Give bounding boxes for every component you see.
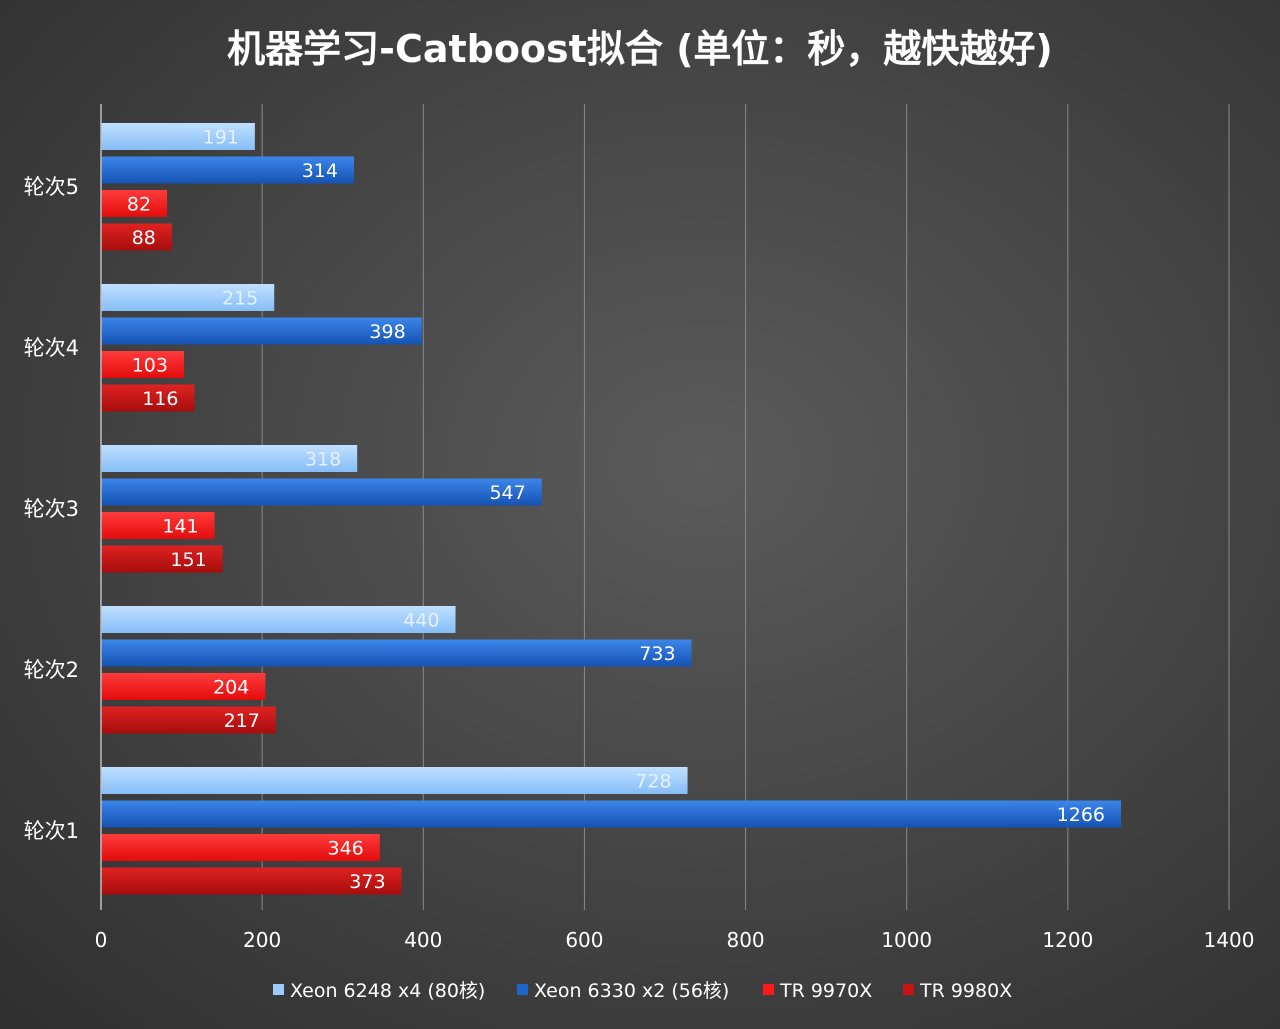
legend-entry: Xeon 6248 x4 (80核) (290, 980, 485, 1002)
bar (101, 478, 542, 506)
x-tick-label: 1000 (881, 928, 932, 952)
data-label: 103 (132, 355, 168, 377)
category-label: 轮次5 (24, 175, 79, 199)
bar (101, 800, 1122, 828)
bar (101, 123, 255, 150)
data-label: 204 (213, 677, 249, 699)
data-label: 215 (222, 288, 258, 310)
x-tick-label: 800 (726, 928, 764, 952)
data-label: 728 (635, 771, 671, 793)
x-tick-label: 600 (565, 928, 603, 952)
legend-swatch (903, 984, 914, 995)
bar (101, 317, 422, 345)
data-label: 398 (369, 321, 405, 343)
data-label: 346 (328, 838, 364, 860)
x-tick-label: 1400 (1204, 928, 1255, 952)
bar (101, 639, 692, 667)
legend: Xeon 6248 x4 (80核) Xeon 6330 x2 (56核) TR 9… (273, 980, 1012, 1002)
bar (101, 156, 354, 184)
category-label: 轮次4 (24, 336, 79, 360)
bar (101, 445, 358, 472)
x-tick-label: 200 (243, 928, 281, 952)
data-label: 141 (162, 516, 198, 538)
data-label: 151 (170, 549, 206, 571)
bar (101, 284, 275, 311)
data-label: 217 (224, 710, 260, 732)
bar (101, 545, 223, 573)
data-label: 314 (302, 160, 338, 182)
bar (101, 190, 168, 217)
legend-swatch (273, 984, 284, 995)
bar (101, 606, 456, 633)
data-label: 547 (489, 482, 525, 504)
data-label: 116 (142, 388, 178, 410)
bar (101, 834, 380, 861)
legend-entry: TR 9970X (779, 980, 872, 1002)
data-label: 88 (132, 227, 156, 249)
chart-title: 机器学习-Catboost拟合 (单位：秒，越快越好) (227, 27, 1053, 71)
x-tick-label: 1200 (1042, 928, 1093, 952)
data-label: 373 (349, 871, 385, 893)
bar (101, 223, 172, 251)
data-label: 733 (639, 643, 675, 665)
bar (101, 351, 184, 378)
data-label: 1266 (1057, 804, 1105, 826)
category-label: 轮次2 (24, 658, 79, 682)
legend-entry: TR 9980X (919, 980, 1012, 1002)
legend-entry: Xeon 6330 x2 (56核) (534, 980, 729, 1002)
data-label: 318 (305, 449, 341, 471)
category-label: 轮次1 (24, 819, 79, 843)
bar (101, 673, 266, 700)
legend-swatch (517, 984, 528, 995)
bar (101, 706, 276, 734)
legend-swatch (763, 984, 774, 995)
bar (101, 384, 195, 412)
bar (101, 767, 688, 794)
data-label: 191 (203, 127, 239, 149)
category-label: 轮次3 (24, 497, 79, 521)
x-tick-label: 400 (404, 928, 442, 952)
data-label: 82 (127, 194, 151, 216)
x-tick-label: 0 (95, 928, 108, 952)
bar (101, 867, 402, 895)
data-label: 440 (403, 610, 439, 632)
bar (101, 512, 215, 539)
